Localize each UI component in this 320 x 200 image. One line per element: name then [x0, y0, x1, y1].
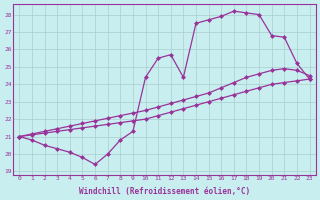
X-axis label: Windchill (Refroidissement éolien,°C): Windchill (Refroidissement éolien,°C) — [79, 187, 250, 196]
